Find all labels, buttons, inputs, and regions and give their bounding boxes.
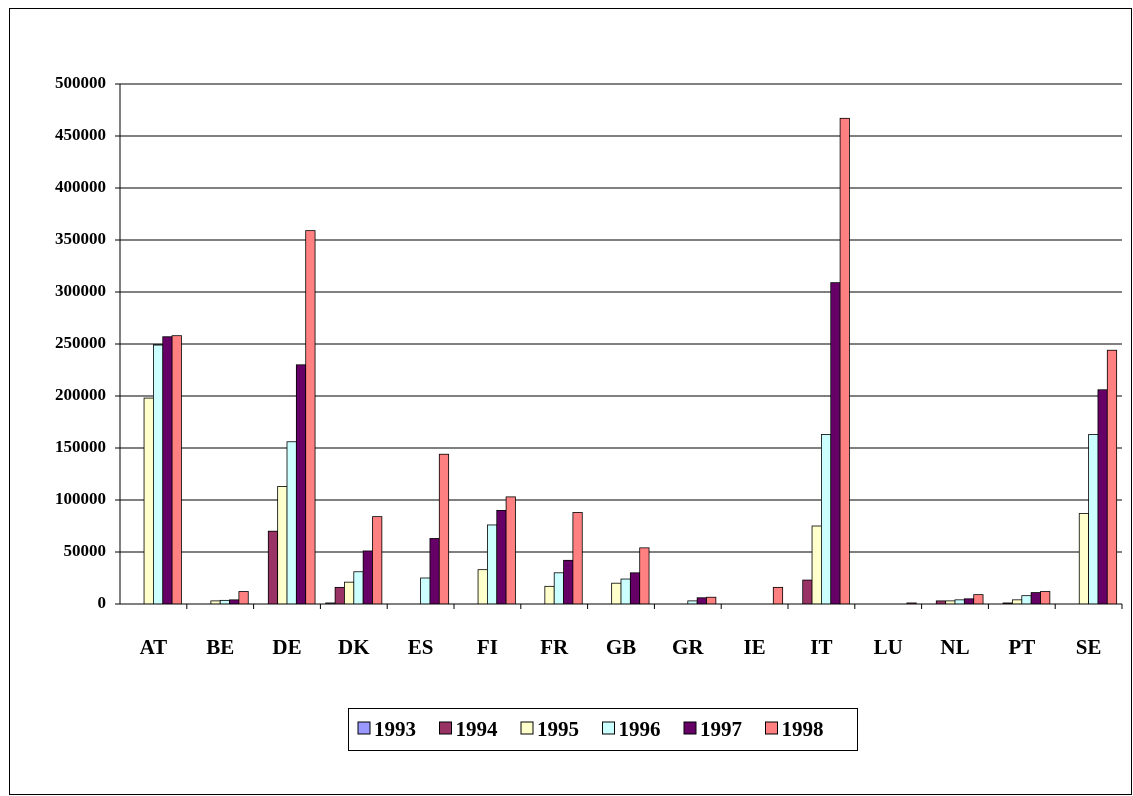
x-tick-label: IT (810, 635, 832, 659)
legend-label: 1993 (374, 717, 416, 741)
bar (286, 441, 297, 605)
bar (620, 578, 631, 605)
x-tick-label: ES (408, 635, 434, 659)
bar (830, 282, 841, 605)
legend-label: 1997 (700, 717, 742, 741)
bar (429, 538, 440, 605)
bar (553, 572, 564, 605)
x-tick-label: SE (1076, 635, 1102, 659)
bar (486, 524, 498, 605)
y-tick-label: 0 (98, 593, 107, 612)
y-tick-label: 350000 (55, 229, 106, 248)
x-tick-label: DE (272, 635, 301, 659)
bar (1088, 434, 1099, 605)
bar (496, 509, 507, 605)
bar (362, 550, 373, 605)
bar (152, 344, 164, 605)
y-tick-label: 50000 (64, 541, 107, 560)
bar (811, 525, 822, 605)
bar (772, 586, 784, 605)
x-tick-label: FR (540, 635, 569, 659)
y-tick-label: 500000 (55, 73, 106, 92)
legend-label: 1996 (619, 717, 661, 741)
bar (1030, 592, 1041, 605)
bar (267, 530, 279, 605)
y-tick-label: 300000 (55, 281, 106, 300)
bar (344, 581, 355, 605)
bar (162, 336, 173, 605)
x-tick-label: IE (744, 635, 766, 659)
y-tick-label: 100000 (55, 489, 106, 508)
bar (295, 364, 307, 605)
bar (1012, 599, 1023, 605)
bar (544, 585, 555, 605)
y-tick-label: 200000 (55, 385, 106, 404)
legend-swatch (357, 721, 371, 735)
x-tick-label: PT (1008, 635, 1035, 659)
bar (238, 591, 249, 605)
bar (438, 453, 450, 605)
legend-label: 1995 (537, 717, 579, 741)
x-tick-label: GB (606, 635, 636, 659)
bar (277, 486, 288, 605)
y-tick-label: 450000 (55, 125, 106, 144)
bar (973, 594, 984, 605)
bar (954, 599, 965, 605)
bar (839, 117, 850, 605)
legend-swatch (683, 721, 697, 735)
bar (696, 597, 707, 605)
bar (219, 599, 230, 605)
bar (171, 335, 182, 605)
y-tick-label: 150000 (55, 437, 106, 456)
bar (1021, 595, 1032, 605)
bar (353, 571, 364, 605)
x-tick-label: LU (874, 635, 903, 659)
y-tick-label: 250000 (55, 333, 106, 352)
bar (1078, 513, 1090, 605)
bar (706, 596, 717, 605)
bar (372, 516, 383, 605)
x-tick-label: GR (672, 635, 704, 659)
bar (563, 559, 574, 605)
x-tick-label: NL (940, 635, 969, 659)
bar (143, 397, 154, 605)
x-tick-label: FI (477, 635, 498, 659)
bar (1106, 349, 1118, 605)
bar (477, 569, 488, 605)
legend-swatch (520, 721, 534, 735)
bar (629, 572, 641, 605)
legend-swatch (602, 721, 615, 735)
bar (611, 582, 622, 605)
bar (305, 230, 316, 605)
bar (1040, 591, 1051, 605)
legend-swatch (439, 721, 452, 735)
y-tick-label: 400000 (55, 177, 106, 196)
bar (229, 599, 240, 605)
bar (505, 496, 516, 605)
bar (963, 598, 975, 605)
bar (821, 434, 832, 605)
bar (420, 577, 431, 605)
legend-label: 1994 (456, 717, 499, 741)
bar (802, 579, 813, 605)
x-tick-label: BE (206, 635, 234, 659)
bar (1097, 389, 1108, 605)
chart-border (9, 8, 1132, 795)
bar (639, 547, 650, 605)
legend-label: 1998 (782, 717, 824, 741)
bar (334, 586, 345, 605)
x-tick-label: AT (140, 635, 168, 659)
x-tick-label: DK (338, 635, 370, 659)
legend-swatch (765, 721, 778, 735)
bar (572, 512, 583, 605)
